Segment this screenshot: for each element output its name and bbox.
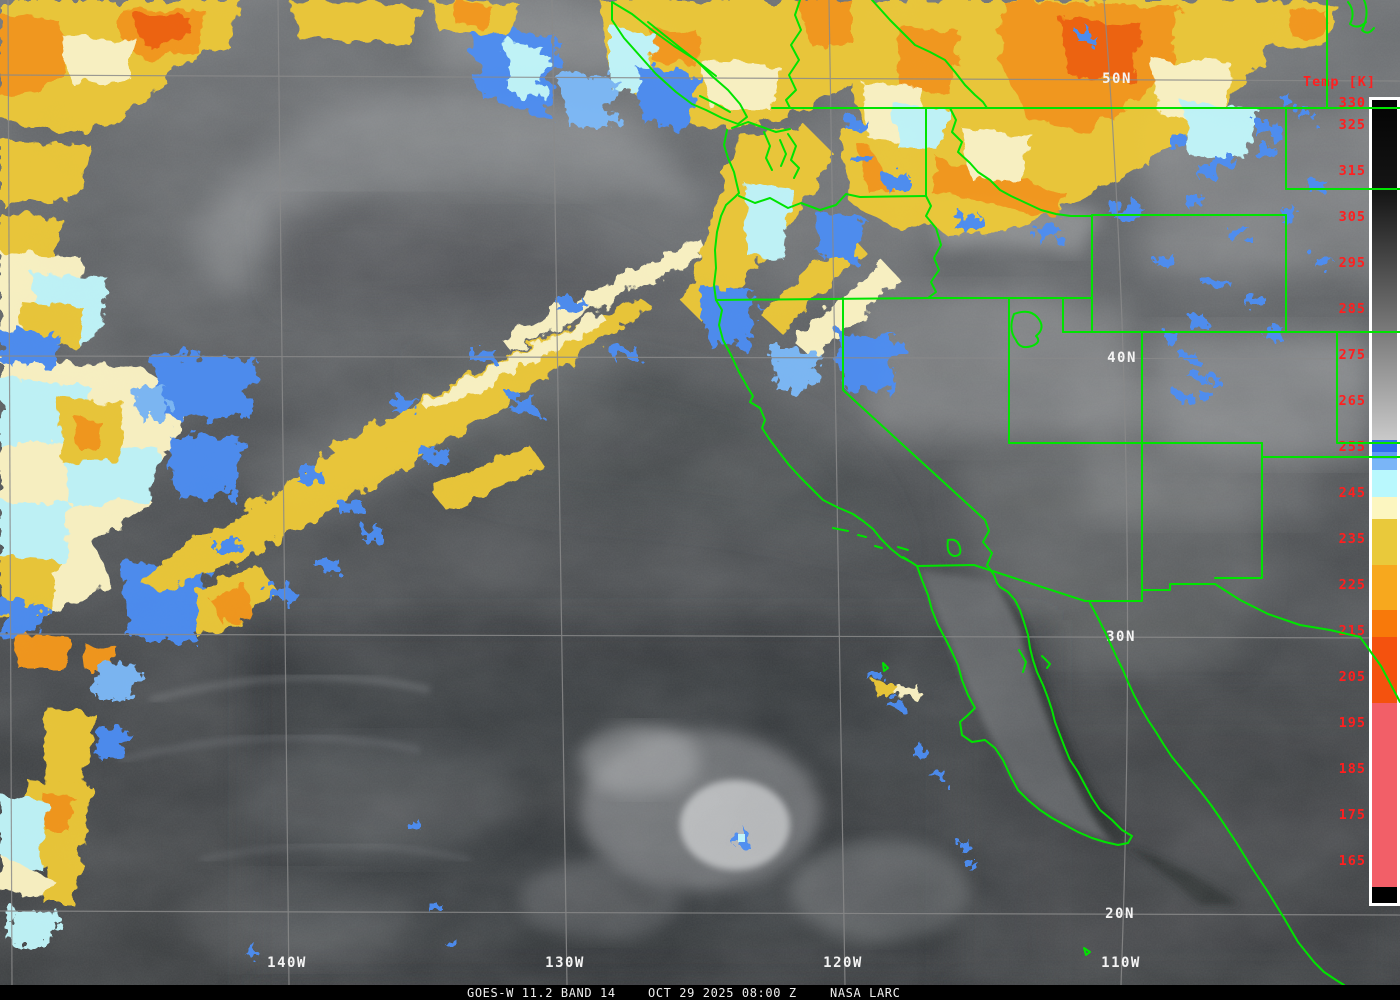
colorbar-tick-165: 165 [1339, 853, 1366, 869]
colorbar-tick-295: 295 [1339, 255, 1366, 271]
channel-islands [832, 527, 909, 561]
longitude-label-130w: 130W [545, 955, 585, 971]
map-boundaries [611, 0, 1400, 985]
colorbar-tick-labels: 3303253153052952852752652552452352252152… [1339, 95, 1366, 869]
coast-baja [916, 565, 1133, 846]
coast-pacific [713, 129, 918, 567]
latitude-label-40n: 40N [1107, 350, 1137, 366]
colorbar-tick-225: 225 [1339, 577, 1366, 593]
status-bar: GOES-W 11.2 BAND 14 OCT 29 2025 08:00 Z … [0, 985, 1400, 1000]
longitude-label-120w: 120W [823, 955, 863, 971]
border-us-mexico [916, 564, 1216, 602]
border-42n [715, 297, 1093, 301]
enhancement-south-ocean-bits [246, 672, 978, 955]
colorbar-tick-275: 275 [1339, 347, 1366, 363]
cold-cloud-enhancement-layer [0, 0, 1336, 955]
gridline-150w [7, 0, 13, 985]
gridline-40n [0, 355, 1400, 360]
enhancement-left-middle [0, 330, 258, 640]
temperature-colorbar: Temp [K] 3303253153052952852752652552452… [1303, 74, 1400, 906]
enhancement-bottom-left [0, 598, 140, 946]
colorbar-tick-195: 195 [1339, 715, 1366, 731]
enhancement-frontal-band [138, 238, 706, 636]
border-wa-or [738, 193, 927, 211]
latitude-label-50n: 50N [1102, 71, 1132, 87]
great-salt-lake [1010, 310, 1043, 349]
gridline-20n [0, 910, 1400, 916]
latitude-label-20n: 20N [1105, 906, 1135, 922]
coast-sonora-sinaloa [1089, 602, 1345, 985]
enhancement-canada-rockies [852, 0, 1336, 236]
colorbar-tick-305: 305 [1339, 209, 1366, 225]
islas-tres-marias [1083, 947, 1091, 956]
status-credit: NASA LARC [830, 986, 901, 1000]
colorbar-tick-285: 285 [1339, 301, 1366, 317]
border-co-east [1336, 331, 1400, 444]
gridline-110w [1103, 0, 1129, 985]
status-datetime: OCT 29 2025 08:00 Z [648, 986, 797, 1000]
longitude-label-110w: 110W [1101, 955, 1141, 971]
colorbar-tick-315: 315 [1339, 163, 1366, 179]
border-bc-alberta [871, 0, 988, 109]
border-or-id-snake [925, 195, 942, 299]
enhancement-montana-blue-specks [846, 30, 1332, 339]
colorbar-title: Temp [K] [1303, 74, 1376, 90]
puget-sound [731, 121, 800, 179]
gridline-130w [551, 0, 568, 985]
colorbar-tick-325: 325 [1339, 117, 1366, 133]
gridline-50n [0, 74, 1400, 82]
gridline-30n [0, 633, 1400, 639]
gridline-120w [828, 0, 846, 985]
gridline-140w [277, 0, 290, 985]
gulf-islands [1018, 649, 1051, 673]
colorbar-tick-245: 245 [1339, 485, 1366, 501]
colorbar-tick-265: 265 [1339, 393, 1366, 409]
grid-labels: 50N 40N 30N 20N 140W 130W 120W 110W [267, 71, 1141, 971]
isla-guadalupe [882, 662, 889, 672]
colorbar-tick-175: 175 [1339, 807, 1366, 823]
channels-georgia-strait [647, 21, 731, 113]
salton-sea [946, 538, 962, 557]
coast-bc-mainland [785, 0, 802, 109]
latitude-label-30n: 30N [1106, 629, 1136, 645]
enhancement-top-left [0, 0, 240, 350]
colorbar-tick-185: 185 [1339, 761, 1366, 777]
colorbar-tick-255: 255 [1339, 439, 1366, 455]
status-instrument: GOES-W 11.2 BAND 14 [467, 986, 616, 1000]
border-nm-tx [1214, 456, 1263, 579]
lakes-manitoba [1347, 0, 1375, 34]
coast-vancouver-island [611, 1, 748, 125]
enhancement-frontal-blue-specks [214, 296, 636, 600]
colorbar-tick-215: 215 [1339, 623, 1366, 639]
colorbar-tick-235: 235 [1339, 531, 1366, 547]
border-id-mt [949, 107, 1093, 217]
colorbar-tick-205: 205 [1339, 669, 1366, 685]
rio-grande [1214, 583, 1400, 703]
colorbar-gradient [1372, 100, 1397, 903]
longitude-label-140w: 140W [267, 955, 307, 971]
enhancement-colorado-blue-specks [1166, 98, 1314, 401]
